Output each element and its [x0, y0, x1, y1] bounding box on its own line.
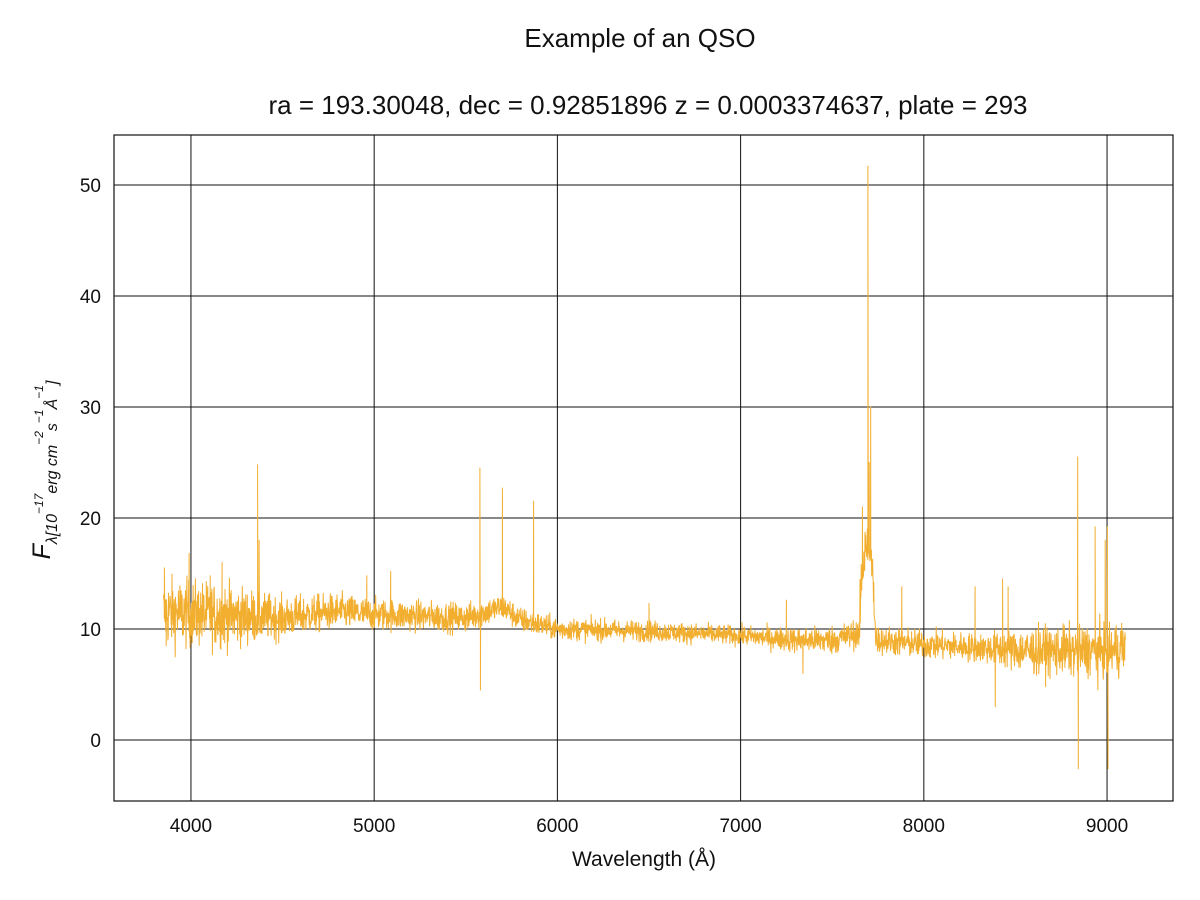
x-tick-label-6000: 6000 [536, 816, 578, 837]
plot-frame [113, 134, 1174, 802]
x-tick-label-7000: 7000 [719, 816, 761, 837]
y-tick-label-40: 40 [80, 287, 101, 308]
x-tick-label-9000: 9000 [1086, 816, 1128, 837]
y-tick-label-50: 50 [80, 176, 101, 197]
y-tick-label-0: 0 [90, 731, 101, 752]
x-axis-label: Wavelength (Å) [572, 848, 716, 871]
x-tick-label-4000: 4000 [170, 816, 212, 837]
x-tick-label-8000: 8000 [903, 816, 945, 837]
x-axis-ticks: 4000 5000 6000 7000 8000 9000 [170, 816, 1128, 837]
chart-subtitle: ra = 193.30048, dec = 0.92851896 z = 0.0… [269, 90, 1028, 120]
spectrum-line [163, 165, 1126, 770]
chart-title: Example of an QSO [524, 23, 755, 53]
plot-area [163, 165, 1126, 770]
y-tick-label-30: 30 [80, 398, 101, 419]
x-tick-label-5000: 5000 [353, 816, 395, 837]
y-axis-label: Fλ[10−17erg cm−2s−1Å−1] [28, 380, 61, 559]
grid-lines [114, 135, 1173, 801]
y-axis-ticks: 0 10 20 30 40 50 [80, 176, 101, 752]
y-tick-label-20: 20 [80, 509, 101, 530]
y-tick-label-10: 10 [80, 620, 101, 641]
